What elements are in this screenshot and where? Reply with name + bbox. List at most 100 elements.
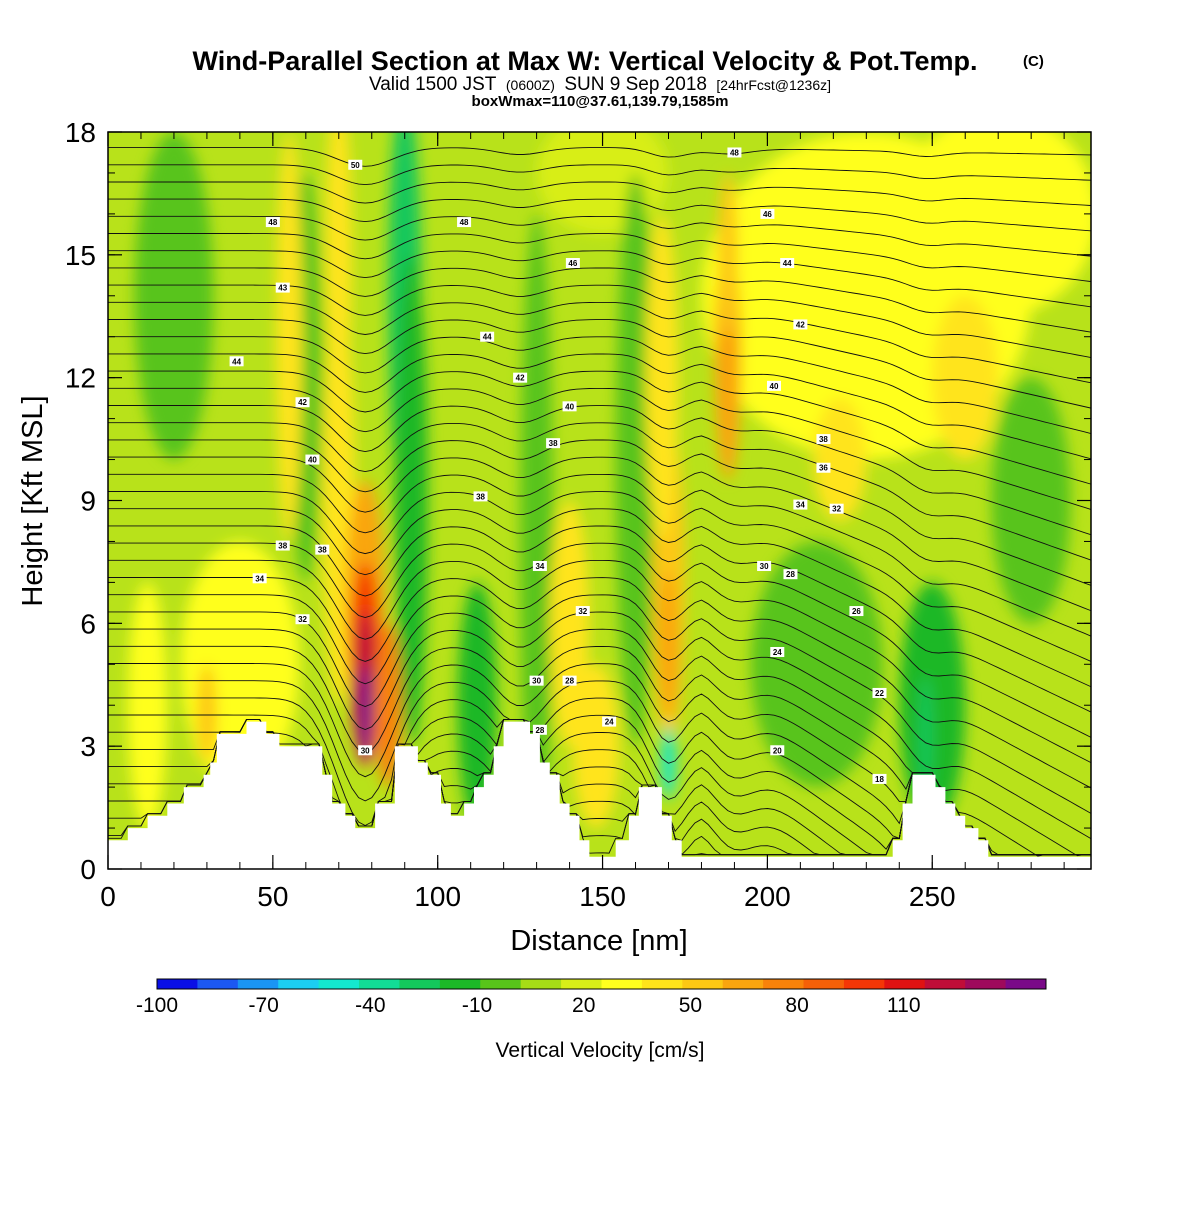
colorbar-bin <box>924 979 966 989</box>
copyright-mark: (C) <box>1023 53 1044 70</box>
contour-label-bg <box>358 745 373 756</box>
contour-label: 38 <box>275 540 290 551</box>
colorbar-bin <box>439 979 481 989</box>
contour-label-bg <box>252 573 267 584</box>
contour-label: 38 <box>315 544 330 555</box>
contour-label: 36 <box>816 462 831 473</box>
downdraft-core <box>661 725 676 800</box>
contour-label: 42 <box>793 319 808 330</box>
contour-label-bg <box>872 687 887 698</box>
contour-label-bg <box>295 397 310 408</box>
colorbar-bin <box>682 979 724 989</box>
contour-label-text: 34 <box>796 501 805 510</box>
contour-label: 24 <box>770 646 785 657</box>
terrain <box>108 721 1091 869</box>
contour-label: 28 <box>532 724 547 735</box>
theta-contour <box>108 301 1091 384</box>
theta-contour <box>108 250 1091 308</box>
contour-label-bg <box>780 258 795 269</box>
theta-contour <box>108 594 1091 814</box>
contour-label-text: 28 <box>786 570 795 579</box>
contour-label: 32 <box>829 503 844 514</box>
contour-label-text: 32 <box>832 505 841 514</box>
colorbar-tick-label: 110 <box>887 994 920 1017</box>
updraft-column <box>572 664 620 829</box>
x-tick-label: 100 <box>414 881 461 912</box>
contour-label-text: 38 <box>278 542 287 551</box>
colorbar-tick-label: 50 <box>679 994 702 1017</box>
contour-label-text: 48 <box>460 218 469 227</box>
theta-contour <box>108 559 1091 764</box>
contour-label-text: 30 <box>760 562 769 571</box>
downdraft-area <box>991 377 1071 624</box>
contour-label-bg <box>849 606 864 617</box>
contour-label-text: 42 <box>298 398 307 407</box>
updraft-column <box>813 398 867 521</box>
contour-label-bg <box>565 258 580 269</box>
theta-contour <box>108 439 1091 586</box>
colorbar-bin <box>561 979 602 989</box>
x-tick-label: 0 <box>100 881 116 912</box>
theta-contour <box>108 525 1091 713</box>
theta-contour <box>108 198 1091 232</box>
updraft-core <box>357 664 373 763</box>
contour-label-text: 32 <box>298 615 307 624</box>
contour-label-bg <box>265 217 280 228</box>
y-tick-label: 3 <box>80 731 96 762</box>
theta-contour <box>108 405 1091 536</box>
theta-contour <box>108 336 1091 434</box>
colorbar-bin <box>641 979 683 989</box>
contour-label: 34 <box>252 573 267 584</box>
contour-label-bg <box>816 434 831 445</box>
downdraft-area <box>520 213 554 869</box>
valid-date: SUN 9 Sep 2018 <box>564 74 707 95</box>
updraft-column <box>658 570 679 718</box>
contour-label: 28 <box>783 569 798 580</box>
contour-label-bg <box>562 675 577 686</box>
theta-contour <box>108 628 1091 857</box>
contour-label-bg <box>305 454 320 465</box>
contour-label: 40 <box>562 401 577 412</box>
forecast-info: [24hrFcst@1236z] <box>716 77 831 93</box>
y-tick-label: 15 <box>65 240 96 271</box>
contour-label: 32 <box>575 606 590 617</box>
contour-label-bg <box>229 356 244 367</box>
downdraft-area <box>134 132 214 460</box>
contour-label: 40 <box>766 380 781 391</box>
updraft-column <box>375 623 402 788</box>
colorbar-tick-label: 20 <box>572 994 595 1017</box>
contour-label: 46 <box>565 258 580 269</box>
colorbar-bin <box>278 979 320 989</box>
contour-label: 30 <box>757 561 772 572</box>
contour-label-bg <box>513 372 528 383</box>
colorbar-bin <box>1005 979 1047 989</box>
updraft-area <box>899 132 1091 317</box>
contour-label: 46 <box>760 208 775 219</box>
valid-prefix: Valid 1500 JST <box>369 74 497 95</box>
contour-label-bg <box>770 745 785 756</box>
contour-label-text: 40 <box>308 456 317 465</box>
colorbar-bin <box>601 979 643 989</box>
contour-label: 43 <box>275 282 290 293</box>
contour-label-bg <box>275 282 290 293</box>
chart-title: Wind-Parallel Section at Max W: Vertical… <box>193 46 978 76</box>
y-tick-label: 9 <box>80 486 96 517</box>
colorbar-bin <box>318 979 360 989</box>
contour-label-bg <box>546 438 561 449</box>
theta-contour <box>108 233 1091 283</box>
contour-label: 48 <box>727 147 742 158</box>
contour-label-bg <box>275 540 290 551</box>
contour-label: 48 <box>457 217 472 228</box>
contour-label: 34 <box>532 561 547 572</box>
colorbar-tick-label: -70 <box>249 994 279 1017</box>
x-tick-label: 50 <box>257 881 288 912</box>
contour-label: 42 <box>295 397 310 408</box>
contour-label-text: 44 <box>783 259 792 268</box>
colorbar: -100 -70 -40 -10 20 50 80 110 <box>136 978 1047 1017</box>
downdraft-core <box>919 676 933 800</box>
contour-label-bg <box>529 675 544 686</box>
contour-label-bg <box>562 401 577 412</box>
